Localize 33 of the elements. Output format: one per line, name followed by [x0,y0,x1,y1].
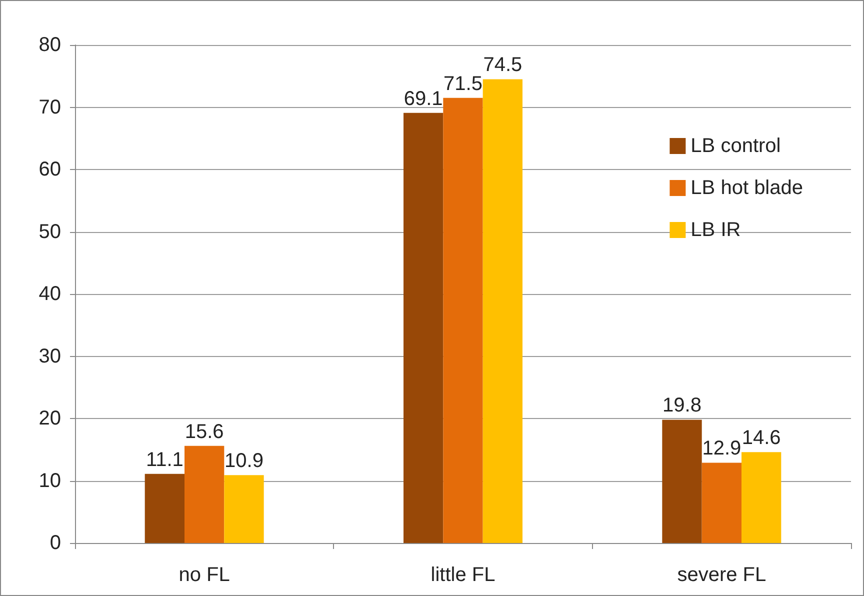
data-label: 74.5 [483,54,522,76]
y-tick-label: 0 [50,532,61,554]
y-tick-label: 30 [38,345,61,368]
data-label: 15.6 [184,420,224,443]
data-label: 10.9 [224,450,264,472]
data-label: 19.8 [662,394,702,417]
bar [662,420,702,543]
y-tick-label: 10 [38,470,61,492]
y-tick-label: 50 [38,220,61,243]
bar [224,475,264,543]
bar [184,446,224,543]
legend-label: LB control [690,135,781,157]
bar [702,462,742,543]
data-label: 71.5 [444,72,482,95]
x-tick-label: no FL [178,564,230,586]
y-tick-label: 60 [38,158,61,180]
bar [742,452,782,543]
bar [443,98,483,543]
y-tick-label: 80 [38,34,61,56]
data-label: 14.6 [742,427,781,450]
y-tick-label: 20 [38,408,61,430]
bar [482,79,522,543]
x-tick-label: little FL [430,564,496,586]
data-label: 11.1 [146,448,184,471]
legend-label: LB IR [690,219,741,241]
x-tick-label: severe FL [677,564,766,586]
bar [144,474,184,543]
data-label: 12.9 [702,438,742,460]
y-tick-label: 40 [38,283,61,305]
data-label: 69.1 [404,88,443,110]
bar [404,112,444,543]
legend-label: LB hot blade [690,177,804,199]
y-tick-label: 70 [38,96,61,118]
